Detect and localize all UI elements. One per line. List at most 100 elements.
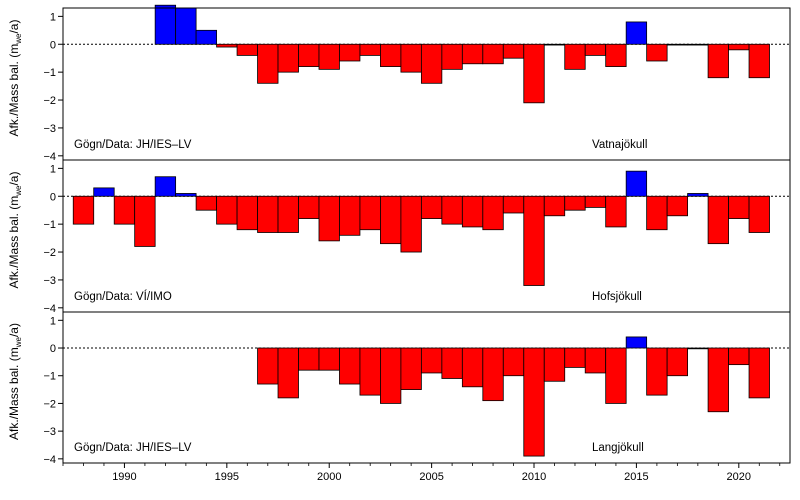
bar-2005 [420,195,443,219]
bar-2017 [666,347,689,377]
x-tick-label: 2020 [727,471,751,483]
bar-1999 [298,195,320,219]
bar-2003 [380,347,402,404]
bar-1998 [277,195,299,233]
bar-2012 [564,43,586,70]
y-axis-label-main: Afk./Mass bal. (m [7,347,21,440]
data-credit: Gögn/Data: VÍ/IMO [74,290,172,303]
data-credit: Gögn/Data: JH/IES–LV [74,139,192,151]
y-axis-label: Afk./Mass bal. (mwe/a) [7,323,23,440]
y-tick-label: −3 [43,426,56,438]
bar-2002 [359,195,381,231]
bar-2008 [482,347,504,402]
bar-2005 [420,43,443,84]
y-axis-label-end: /a) [7,323,21,337]
bar-2007 [461,347,484,388]
bar-2016 [646,195,668,231]
bar-1994 [195,195,217,211]
bar-2012 [564,347,586,368]
bar-2002 [359,347,381,396]
bar-2010 [523,43,545,104]
y-tick-label: 0 [50,191,56,203]
bar-2010 [523,195,545,286]
panel-frame [62,311,791,464]
bar-1988 [72,195,95,225]
bar-2000 [318,195,340,242]
bar-2012 [564,195,586,211]
bar-2016 [646,43,668,62]
bar-2005 [420,347,443,374]
bar-2003 [380,195,402,245]
bar-2017 [666,195,689,217]
y-tick-label: 1 [50,315,56,327]
bar-2001 [339,195,361,236]
y-axis-label-end: /a) [7,20,21,34]
bar-1994 [195,29,217,45]
y-axis-label-main: Afk./Mass bal. (m [7,44,21,137]
bar-2000 [318,43,340,70]
bar-2008 [482,195,504,231]
bar-2019 [707,195,729,245]
bar-2018 [687,43,709,46]
y-tick-label: −2 [43,95,56,107]
bar-2014 [605,43,627,67]
data-credit: Gögn/Data: JH/IES–LV [74,442,192,454]
bar-2011 [543,195,566,217]
x-tick-label: 2000 [317,471,341,483]
x-tick-label: 2010 [522,471,546,483]
x-tick-label: 1990 [112,471,136,483]
y-tick-label: 0 [50,343,56,355]
bar-2021 [748,347,770,399]
bar-2009 [502,43,525,59]
y-axis-label: Afk./Mass bal. (mwe/a) [7,172,23,289]
y-axis-label: Afk./Mass bal. (mwe/a) [7,20,23,137]
y-tick-label: −1 [43,219,56,231]
bar-2000 [318,347,340,371]
bar-1999 [298,43,320,67]
bar-1993 [175,7,197,45]
bar-1995 [216,43,238,48]
bar-2008 [482,43,504,65]
bar-2015 [625,170,648,197]
bar-2007 [461,195,484,228]
bar-2003 [380,43,402,67]
bar-2006 [441,43,463,70]
bar-2001 [339,347,361,385]
bar-2021 [748,195,770,233]
y-axis-label-end: /a) [7,172,21,186]
bar-1995 [216,195,238,225]
bar-2017 [666,43,689,46]
y-tick-label: −2 [43,398,56,410]
bar-2015 [625,21,648,45]
bar-2007 [461,43,484,65]
bar-1997 [257,43,279,84]
y-axis-label-subscript: we [14,33,23,45]
bar-2014 [605,195,627,228]
bar-1996 [236,195,258,231]
bar-1992 [154,4,177,45]
x-tick-label: 1995 [215,471,239,483]
y-tick-label: −1 [43,371,56,383]
bar-2011 [543,43,566,46]
y-tick-label: 1 [50,11,56,23]
y-tick-label: −4 [43,303,56,315]
bar-2020 [728,195,750,219]
x-tick-label: 2015 [624,471,648,483]
glacier-name: Langjökull [592,442,644,454]
bar-2020 [728,43,750,51]
bar-1998 [277,347,299,399]
bar-2009 [502,195,525,214]
y-tick-label: −1 [43,67,56,79]
bar-2004 [400,347,422,390]
bar-2013 [584,347,607,374]
bar-2015 [625,336,648,349]
bar-2006 [441,347,463,379]
bar-2010 [523,347,545,457]
bar-1989 [93,187,115,197]
bar-2013 [584,195,607,208]
panel-hofsjkull: 1 0 −1 −2 −3 −4 Afk./Mass bal. (mwe/a) Gögn/Dat… [7,159,791,315]
bar-2001 [339,43,361,62]
bar-2019 [707,347,729,413]
bar-2002 [359,43,381,56]
